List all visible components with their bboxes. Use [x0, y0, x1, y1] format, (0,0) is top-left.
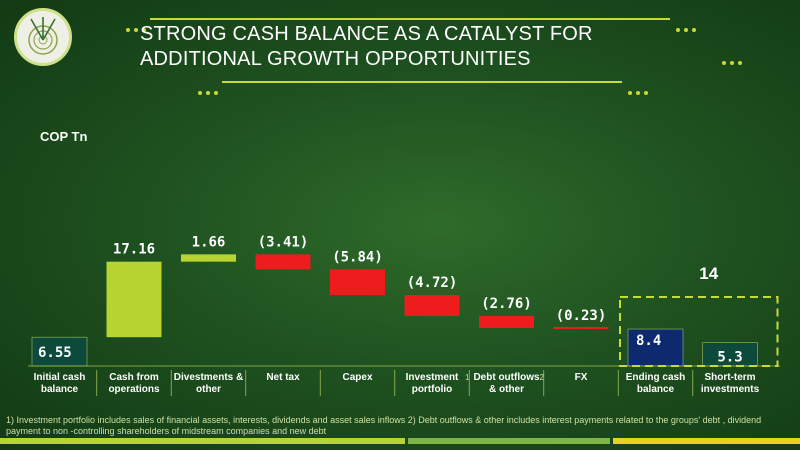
data-label-9: 5.3	[717, 350, 742, 366]
header-dots-mid-right	[722, 50, 746, 65]
bottom-bar-segment-3	[613, 438, 800, 444]
category-label-0-line-1: balance	[41, 384, 79, 395]
header-rule-bottom	[222, 81, 622, 83]
data-label-4: (5.84)	[332, 249, 383, 265]
category-label-8-line-0: Ending cash	[626, 372, 685, 383]
bar-8	[627, 328, 684, 367]
bar-6	[479, 315, 534, 328]
bar-5	[404, 295, 460, 316]
data-label-3: (3.41)	[258, 234, 309, 250]
category-label-7-line-0: FX	[575, 372, 588, 383]
group-total-box	[619, 296, 779, 367]
bar-4	[330, 269, 385, 296]
category-label-6-line-0: Debt outflows	[473, 372, 540, 383]
data-label-0: 6.55	[38, 345, 72, 361]
category-footnote-mark-5: 1	[465, 373, 470, 382]
data-label-2: 1.66	[192, 234, 226, 250]
data-label-5: (4.72)	[407, 275, 458, 291]
bottom-bar-segment-2	[408, 438, 610, 444]
category-label-2-line-1: other	[196, 384, 221, 395]
bar-7	[553, 326, 609, 329]
group-total-label: 14	[699, 264, 718, 283]
category-label-9-line-1: investments	[701, 384, 760, 395]
chart-unit-label: COP Tn	[40, 129, 88, 144]
category-label-8-line-1: balance	[637, 384, 675, 395]
data-label-1: 17.16	[113, 242, 155, 258]
company-logo	[14, 8, 72, 66]
category-label-0-line-0: Initial cash	[34, 372, 86, 383]
header-rule-top	[150, 18, 670, 20]
title-line-2: ADDITIONAL GROWTH OPPORTUNITIES	[140, 48, 531, 70]
header-dots-bottom	[198, 80, 222, 95]
header-dots-top-right	[676, 17, 700, 32]
page-title: STRONG CASH BALANCE AS A CATALYST FOR AD…	[140, 22, 700, 72]
category-label-1-line-0: Cash from	[109, 372, 159, 383]
title-line-1: STRONG CASH BALANCE AS A CATALYST FOR	[140, 23, 593, 45]
category-label-4-line-0: Capex	[342, 372, 372, 383]
footnote: 1) Investment portfolio includes sales o…	[6, 415, 762, 436]
category-label-2-line-0: Divestments &	[174, 372, 243, 383]
category-label-5-line-0: Investment	[406, 372, 459, 383]
category-label-1-line-1: operations	[108, 384, 160, 395]
header-dots-bottom-right	[628, 80, 652, 95]
bar-1	[106, 261, 162, 338]
bar-3	[255, 254, 311, 270]
category-label-9-line-0: Short-term	[704, 372, 755, 383]
bottom-bar-segment-1	[0, 438, 405, 444]
data-label-7: (0.23)	[556, 308, 607, 324]
bar-2	[181, 254, 236, 262]
category-label-3-line-0: Net tax	[266, 372, 300, 383]
data-label-8: 8.4	[636, 333, 661, 349]
header-dots-top	[126, 17, 150, 32]
category-label-5-line-1: portfolio	[412, 384, 453, 395]
category-label-6-line-1: & other	[489, 384, 524, 395]
data-label-6: (2.76)	[481, 296, 532, 312]
category-footnote-mark-6: 2	[540, 373, 545, 382]
